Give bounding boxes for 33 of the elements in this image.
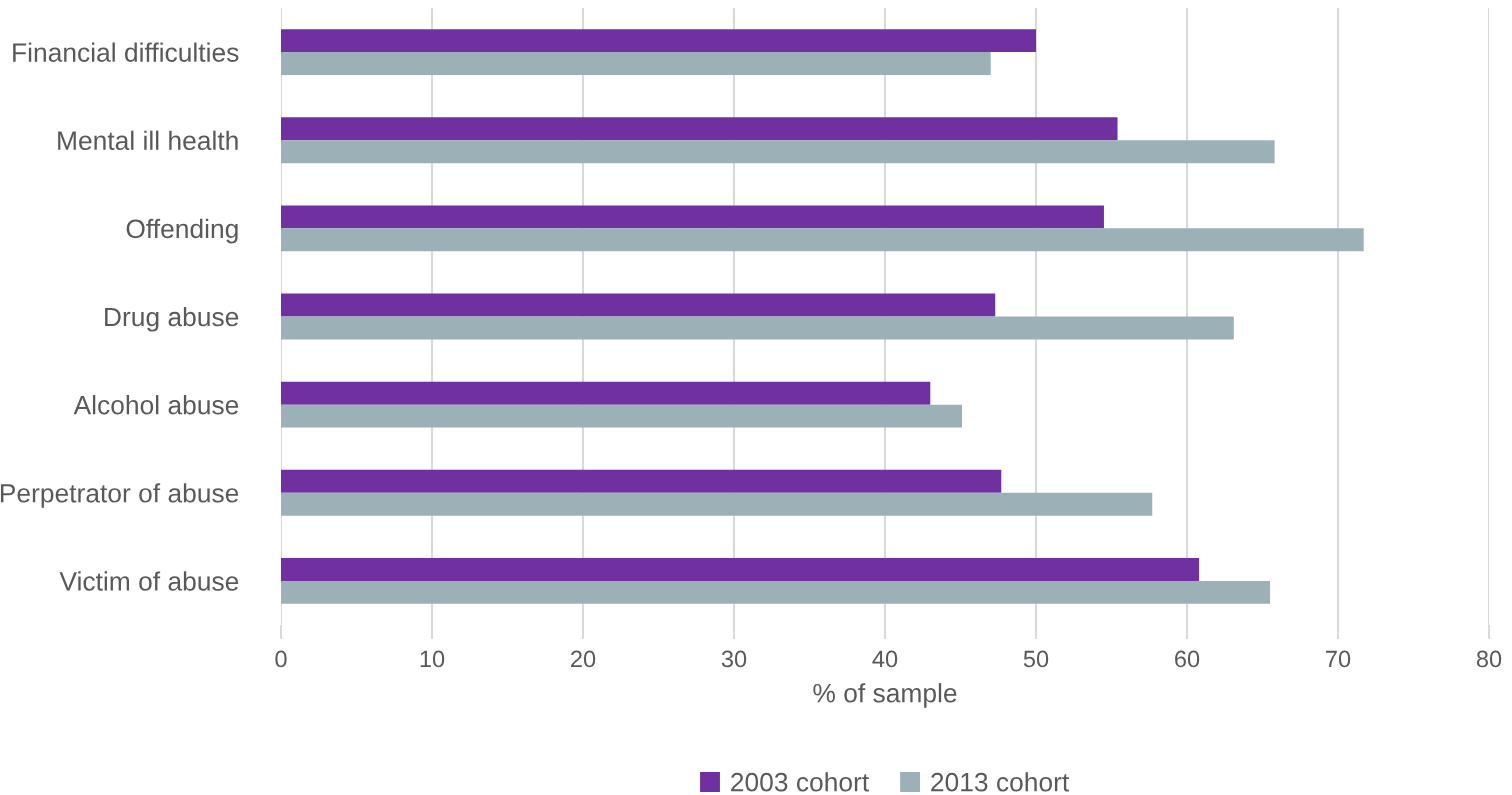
x-tick-label: 30 [721, 650, 747, 668]
bar [281, 117, 1118, 141]
x-tick-label: 40 [872, 650, 898, 668]
legend-label: 2003 cohort [731, 772, 869, 792]
x-tick-label: 0 [275, 650, 287, 668]
bar [281, 316, 1234, 340]
bar [281, 381, 931, 405]
bar [281, 228, 1364, 252]
bar [281, 558, 1200, 581]
x-tick-label: 70 [1326, 650, 1351, 668]
x-tick-label: 80 [1476, 650, 1502, 668]
y-tick-label: Victim of abuse [59, 571, 239, 591]
y-tick-label: Offending [126, 218, 238, 244]
x-tick-label: 20 [571, 650, 596, 668]
legend-label: 2013 cohort [931, 772, 1070, 792]
y-tick-label: Perpetrator of abuse [0, 483, 239, 508]
y-tick-label: Drug abuse [105, 306, 239, 332]
bar [281, 492, 1153, 516]
bar [281, 293, 996, 317]
x-tick-label: 60 [1175, 650, 1200, 668]
y-tick-label: Alcohol abuse [73, 395, 239, 415]
x-tick-label: 10 [420, 650, 445, 668]
x-axis-title: % of sample [813, 683, 957, 708]
bar [281, 29, 1036, 53]
bar [281, 580, 1271, 604]
bar [281, 52, 991, 75]
bar [281, 469, 1002, 493]
y-tick-label: Financial difficulties [13, 42, 239, 62]
bar [281, 404, 963, 428]
x-tick-label: 50 [1023, 650, 1049, 668]
bar [281, 205, 1104, 229]
y-tick-label: Mental ill health [58, 130, 238, 151]
bar [281, 140, 1275, 164]
